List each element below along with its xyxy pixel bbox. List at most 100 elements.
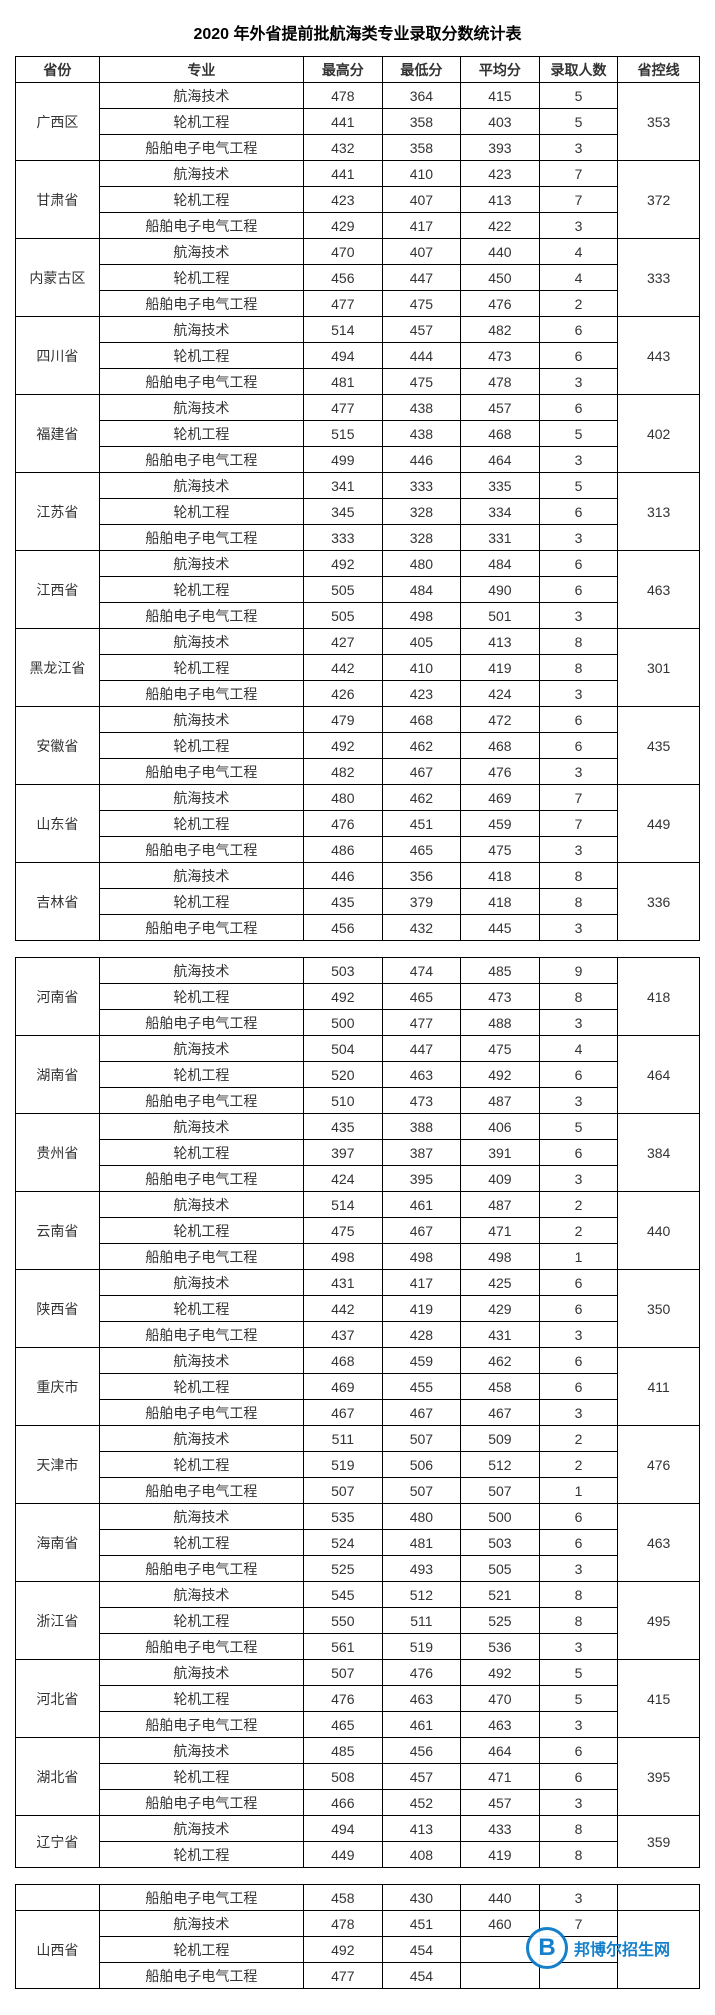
col-header: 最低分 bbox=[382, 57, 461, 83]
hi-cell: 437 bbox=[304, 1322, 383, 1348]
cnt-cell: 8 bbox=[539, 1608, 618, 1634]
province-cell: 安徽省 bbox=[16, 707, 100, 785]
hi-cell: 466 bbox=[304, 1790, 383, 1816]
avg-cell: 429 bbox=[461, 1296, 540, 1322]
cnt-cell: 6 bbox=[539, 395, 618, 421]
table-title: 2020 年外省提前批航海类专业录取分数统计表 bbox=[15, 10, 700, 56]
major-cell: 船舶电子电气工程 bbox=[99, 681, 303, 707]
major-cell: 航海技术 bbox=[99, 317, 303, 343]
table-row: 船舶电子电气工程4814754783 bbox=[16, 369, 700, 395]
province-line-cell: 359 bbox=[618, 1816, 700, 1868]
avg-cell: 492 bbox=[461, 1660, 540, 1686]
lo-cell: 481 bbox=[382, 1530, 461, 1556]
hi-cell: 492 bbox=[304, 984, 383, 1010]
cnt-cell: 7 bbox=[539, 785, 618, 811]
hi-cell: 524 bbox=[304, 1530, 383, 1556]
table-row: 船舶电子电气工程4664524573 bbox=[16, 1790, 700, 1816]
table-row: 船舶电子电气工程4584304403 bbox=[16, 1885, 700, 1911]
hi-cell: 441 bbox=[304, 109, 383, 135]
major-cell: 轮机工程 bbox=[99, 499, 303, 525]
table-row: 黑龙江省航海技术4274054138301 bbox=[16, 629, 700, 655]
hi-cell: 435 bbox=[304, 1114, 383, 1140]
avg-cell: 484 bbox=[461, 551, 540, 577]
cnt-cell: 6 bbox=[539, 1764, 618, 1790]
avg-cell: 467 bbox=[461, 1400, 540, 1426]
avg-cell: 334 bbox=[461, 499, 540, 525]
province-line-cell: 440 bbox=[618, 1192, 700, 1270]
cnt-cell: 5 bbox=[539, 1660, 618, 1686]
hi-cell: 476 bbox=[304, 1686, 383, 1712]
table-row: 河南省航海技术5034744859418 bbox=[16, 958, 700, 984]
table-row: 船舶电子电气工程4654614633 bbox=[16, 1712, 700, 1738]
avg-cell: 463 bbox=[461, 1712, 540, 1738]
hi-cell: 476 bbox=[304, 811, 383, 837]
avg-cell: 536 bbox=[461, 1634, 540, 1660]
province-line-cell: 402 bbox=[618, 395, 700, 473]
avg-cell: 423 bbox=[461, 161, 540, 187]
table-row: 船舶电子电气工程4984984981 bbox=[16, 1244, 700, 1270]
hi-cell: 345 bbox=[304, 499, 383, 525]
major-cell: 船舶电子电气工程 bbox=[99, 213, 303, 239]
major-cell: 船舶电子电气工程 bbox=[99, 1712, 303, 1738]
province-line-cell: 301 bbox=[618, 629, 700, 707]
avg-cell: 403 bbox=[461, 109, 540, 135]
avg-cell: 488 bbox=[461, 1010, 540, 1036]
cnt-cell: 6 bbox=[539, 1738, 618, 1764]
lo-cell: 447 bbox=[382, 1036, 461, 1062]
avg-cell: 473 bbox=[461, 984, 540, 1010]
major-cell: 轮机工程 bbox=[99, 1296, 303, 1322]
avg-cell: 478 bbox=[461, 369, 540, 395]
lo-cell: 417 bbox=[382, 1270, 461, 1296]
table-row: 天津市航海技术5115075092476 bbox=[16, 1426, 700, 1452]
table-row: 重庆市航海技术4684594626411 bbox=[16, 1348, 700, 1374]
province-line-cell: 336 bbox=[618, 863, 700, 941]
lo-cell: 519 bbox=[382, 1634, 461, 1660]
avg-cell: 509 bbox=[461, 1426, 540, 1452]
avg-cell: 409 bbox=[461, 1166, 540, 1192]
table-row: 江苏省航海技术3413333355313 bbox=[16, 473, 700, 499]
avg-cell: 464 bbox=[461, 447, 540, 473]
cnt-cell: 6 bbox=[539, 577, 618, 603]
major-cell: 轮机工程 bbox=[99, 1218, 303, 1244]
table-row: 福建省航海技术4774384576402 bbox=[16, 395, 700, 421]
cnt-cell: 6 bbox=[539, 733, 618, 759]
province-cell: 江苏省 bbox=[16, 473, 100, 551]
major-cell: 船舶电子电气工程 bbox=[99, 1478, 303, 1504]
table-row: 轮机工程4764634705 bbox=[16, 1686, 700, 1712]
hi-cell: 505 bbox=[304, 603, 383, 629]
lo-cell: 407 bbox=[382, 239, 461, 265]
hi-cell: 494 bbox=[304, 1816, 383, 1842]
lo-cell: 451 bbox=[382, 1911, 461, 1937]
hi-cell: 492 bbox=[304, 1937, 383, 1963]
hi-cell: 482 bbox=[304, 759, 383, 785]
hi-cell: 456 bbox=[304, 915, 383, 941]
hi-cell: 441 bbox=[304, 161, 383, 187]
avg-cell: 464 bbox=[461, 1738, 540, 1764]
hi-cell: 519 bbox=[304, 1452, 383, 1478]
major-cell: 航海技术 bbox=[99, 239, 303, 265]
lo-cell: 408 bbox=[382, 1842, 461, 1868]
avg-cell: 501 bbox=[461, 603, 540, 629]
major-cell: 轮机工程 bbox=[99, 421, 303, 447]
cnt-cell: 8 bbox=[539, 889, 618, 915]
lo-cell: 452 bbox=[382, 1790, 461, 1816]
avg-cell: 419 bbox=[461, 655, 540, 681]
avg-cell: 498 bbox=[461, 1244, 540, 1270]
table-row: 轮机工程4924624686 bbox=[16, 733, 700, 759]
major-cell: 航海技术 bbox=[99, 863, 303, 889]
major-cell: 船舶电子电气工程 bbox=[99, 369, 303, 395]
major-cell: 航海技术 bbox=[99, 707, 303, 733]
province-cell: 山西省 bbox=[16, 1911, 100, 1989]
table-row: 湖南省航海技术5044474754464 bbox=[16, 1036, 700, 1062]
table-row: 甘肃省航海技术4414104237372 bbox=[16, 161, 700, 187]
hi-cell: 432 bbox=[304, 135, 383, 161]
major-cell: 船舶电子电气工程 bbox=[99, 525, 303, 551]
major-cell: 航海技术 bbox=[99, 395, 303, 421]
hi-cell: 431 bbox=[304, 1270, 383, 1296]
major-cell: 航海技术 bbox=[99, 1738, 303, 1764]
avg-cell: 525 bbox=[461, 1608, 540, 1634]
major-cell: 轮机工程 bbox=[99, 1062, 303, 1088]
lo-cell: 462 bbox=[382, 785, 461, 811]
cnt-cell: 6 bbox=[539, 1296, 618, 1322]
province-cell: 天津市 bbox=[16, 1426, 100, 1504]
